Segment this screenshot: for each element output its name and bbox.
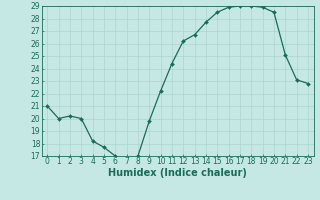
X-axis label: Humidex (Indice chaleur): Humidex (Indice chaleur) <box>108 168 247 178</box>
